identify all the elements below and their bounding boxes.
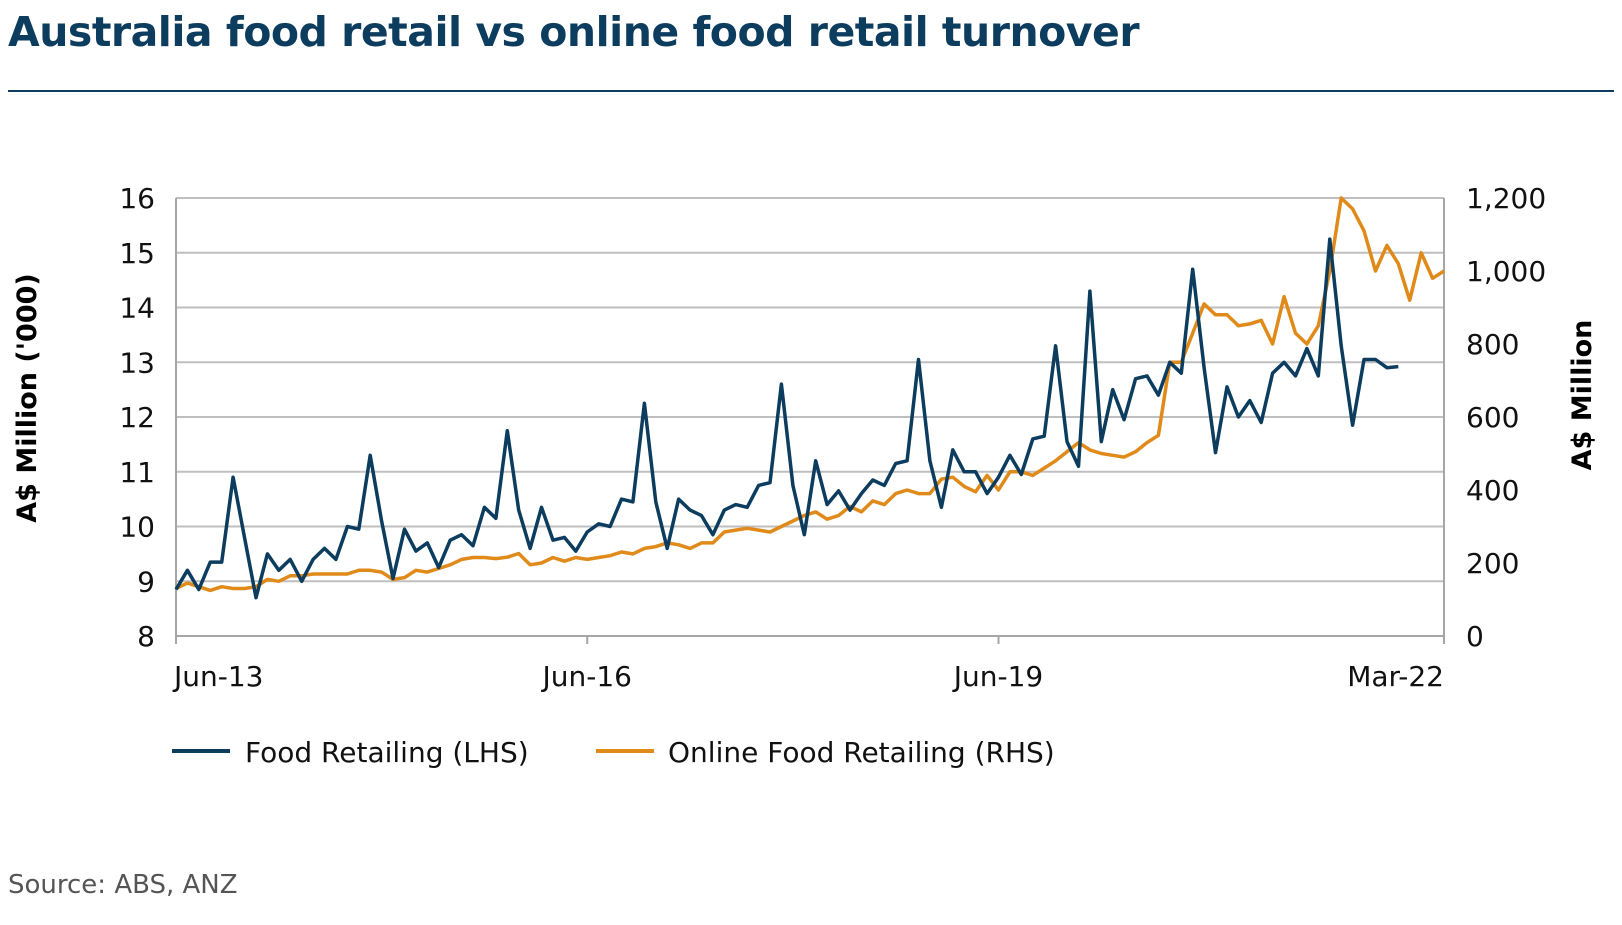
x-tick-label: Jun-13 <box>172 660 263 693</box>
left-axis-label: A$ Million ('000) <box>12 273 43 522</box>
right-tick-label: 0 <box>1466 620 1484 653</box>
right-axis-label: A$ Million <box>1567 320 1598 471</box>
series-lines <box>174 196 1445 600</box>
series-line-food-retailing <box>174 237 1399 600</box>
source-note: Source: ABS, ANZ <box>8 870 238 900</box>
right-tick-label: 400 <box>1466 474 1519 507</box>
series-line-online-food-retailing <box>175 196 1445 593</box>
x-tick-label: Mar-22 <box>1347 660 1444 693</box>
legend: Food Retailing (LHS) Online Food Retaili… <box>172 736 1055 769</box>
left-tick-label: 16 <box>119 182 155 215</box>
left-tick-label: 8 <box>137 620 155 653</box>
right-tick-label: 200 <box>1466 547 1519 580</box>
x-axis-ticks: Jun-13 Jun-16 Jun-19 Mar-22 <box>172 636 1445 693</box>
right-tick-label: 800 <box>1466 328 1519 361</box>
right-tick-label: 1,000 <box>1466 255 1546 288</box>
x-tick-label: Jun-19 <box>952 660 1043 693</box>
right-tick-label: 600 <box>1466 401 1519 434</box>
title-divider <box>8 90 1614 92</box>
left-tick-label: 12 <box>119 401 155 434</box>
left-tick-label: 15 <box>119 237 155 270</box>
right-tick-label: 1,200 <box>1466 182 1546 215</box>
legend-label-online: Online Food Retailing (RHS) <box>668 736 1055 769</box>
chart-title: Australia food retail vs online food ret… <box>8 8 1140 56</box>
left-tick-label: 10 <box>119 511 155 544</box>
x-tick-label: Jun-16 <box>541 660 632 693</box>
left-axis-ticks: 8 9 10 11 12 13 14 15 16 <box>119 182 155 653</box>
left-tick-label: 13 <box>119 346 155 379</box>
left-tick-label: 9 <box>137 565 155 598</box>
legend-label-food: Food Retailing (LHS) <box>245 736 529 769</box>
right-axis-ticks: 0 200 400 600 800 1,000 1,200 <box>1466 182 1546 653</box>
left-tick-label: 14 <box>119 292 155 325</box>
left-tick-label: 11 <box>119 456 155 489</box>
